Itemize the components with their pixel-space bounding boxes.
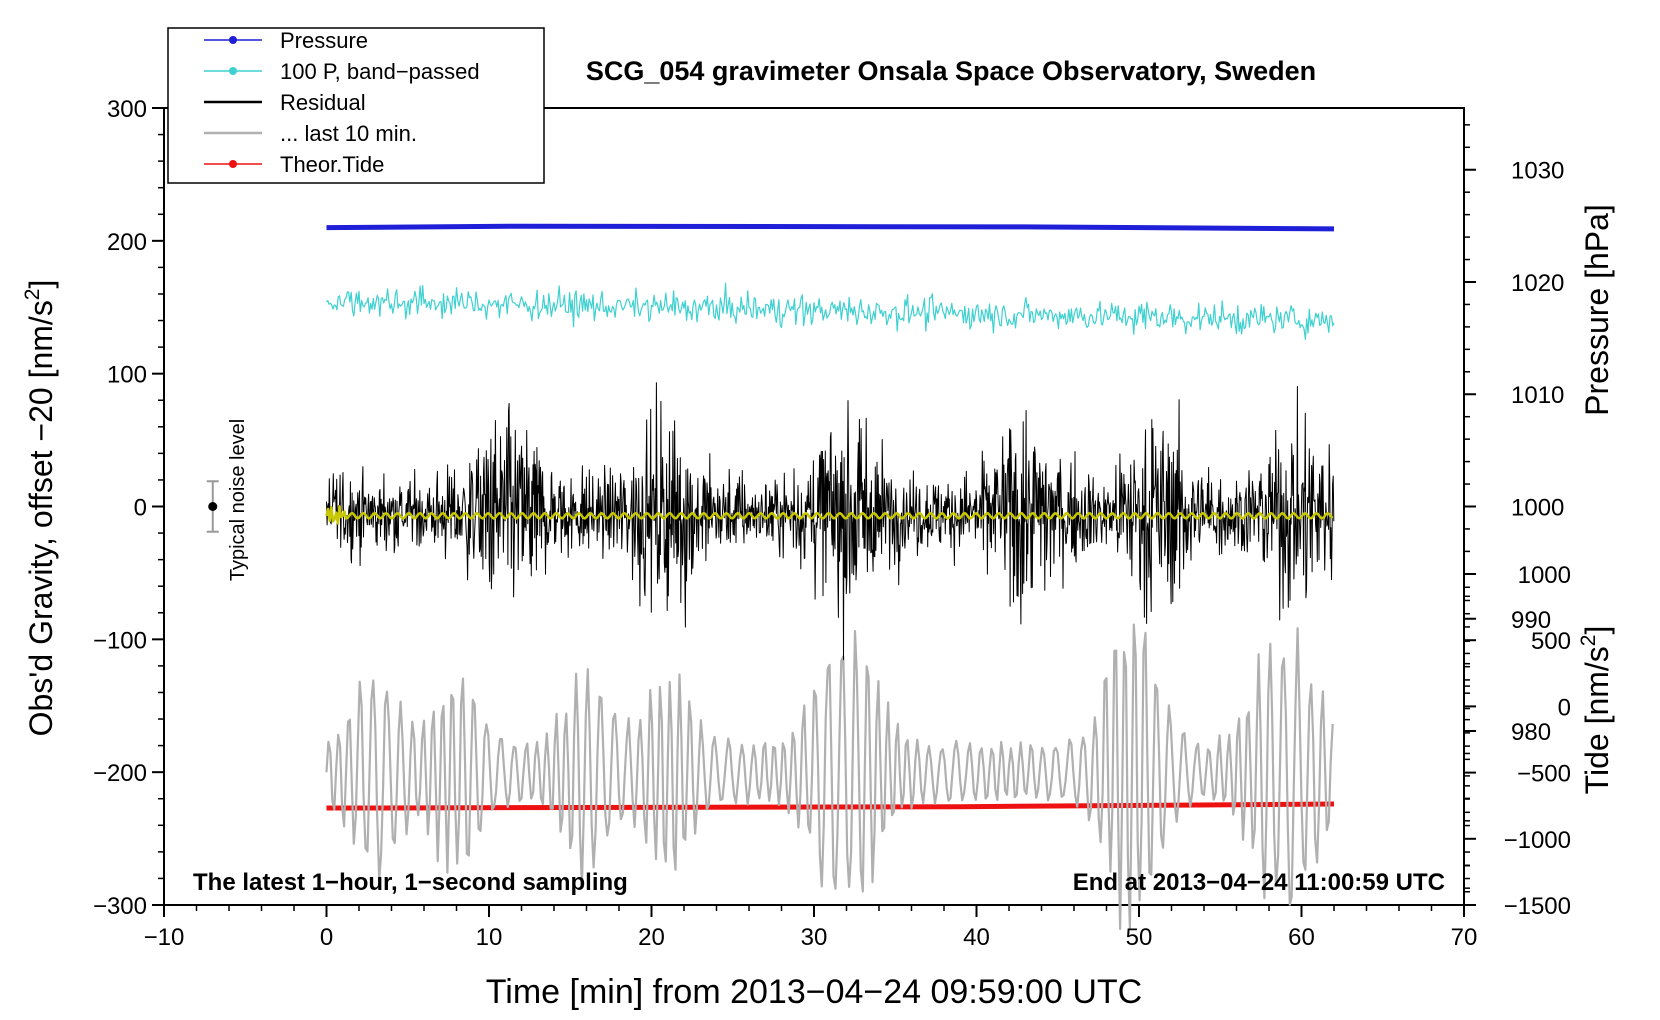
legend-label: Pressure [280,28,368,53]
noise-level-dot [208,502,218,511]
y-pressure-tick-label: 1010 [1511,382,1564,409]
noise-level-indicator: Typical noise level [206,419,249,581]
y-pressure-tick-label: 1020 [1511,270,1564,297]
y-tide-tick-label: −1500 [1504,893,1571,920]
y-axis-left-label-main: Obs'd Gravity, offset −20 [nm/s [23,300,59,736]
y-tide-tick-label: 1000 [1518,562,1571,589]
series-layer [325,223,1335,930]
series-pressure-line [326,223,1335,232]
legend-marker [229,36,237,44]
y-left-tick-label: 100 [107,362,147,389]
y-pressure-tick-label: 990 [1511,607,1551,634]
y-left-tick-label: −200 [93,760,147,787]
y-tide-tick-label: 0 [1558,694,1571,721]
y-tide-tick-label: −1000 [1504,827,1571,854]
legend-marker [229,160,237,168]
y-tide-tick-label: −500 [1517,761,1571,788]
y-tide-tick-label: 500 [1531,628,1571,655]
y-left-tick-label: 300 [107,96,147,123]
annotation-end-time: End at 2013−04−24 11:00:59 UTC [1073,869,1445,896]
y-pressure-tick-label: 1030 [1511,158,1564,185]
y-left-tick-label: 0 [134,495,147,522]
x-tick-label: 50 [1126,924,1153,951]
y-axis-left-label: Obs'd Gravity, offset −20 [nm/s2] [21,280,59,737]
legend-items: Pressure 100 P, band−passed Residual ... la… [204,28,480,177]
y-axis-pressure-label: Pressure [hPa] [1579,204,1615,416]
legend-label: Theor.Tide [280,152,384,177]
noise-level-label: Typical noise level [227,419,249,581]
x-tick-label: 60 [1288,924,1315,951]
legend-box [167,27,545,184]
chart-title: SCG_054 gravimeter Onsala Space Observat… [586,56,1316,86]
x-tick-label: 70 [1451,924,1478,951]
y-axis-tide-label-main: Tide [nm/s [1579,646,1615,794]
y-axis-left-label-end: ] [23,280,59,289]
y-axis-left-label-sup: 2 [21,288,44,300]
series-band-passed-line [326,282,1335,341]
axes-layer: −10 0 10 20 30 40 50 60 703002001000−100−200−300… [93,96,1571,951]
y-left-tick-label: −300 [93,893,147,920]
y-axis-tide-label: Tide [nm/s2] [1577,626,1615,795]
series-residual-smoothed-line [325,505,1334,525]
x-tick-label: 20 [638,924,665,951]
legend-label: Residual [280,90,366,115]
x-axis-label: Time [min] from 2013−04−24 09:59:00 UTC [486,973,1142,1011]
series-last-10-min-line [325,623,1334,930]
y-pressure-tick-label: 1000 [1511,495,1564,522]
y-left-tick-label: −100 [93,627,147,654]
y-left-tick-label: 200 [107,229,147,256]
x-tick-label: 0 [320,924,333,951]
y-axis-tide-label-end: ] [1579,626,1615,635]
x-tick-label: 40 [963,924,990,951]
legend-label: ... last 10 min. [280,121,417,146]
x-tick-label: −10 [144,924,185,951]
legend-marker [229,67,237,75]
x-tick-label: 30 [801,924,828,951]
y-axis-tide-label-sup: 2 [1577,635,1600,647]
x-tick-label: 10 [476,924,503,951]
series-residual-line [326,382,1335,661]
legend-label: 100 P, band−passed [280,59,480,84]
annotation-sampling: The latest 1−hour, 1−second sampling [193,869,628,896]
legend: Pressure 100 P, band−passed Residual ... la… [167,27,545,184]
y-pressure-tick-label: 980 [1511,719,1551,746]
